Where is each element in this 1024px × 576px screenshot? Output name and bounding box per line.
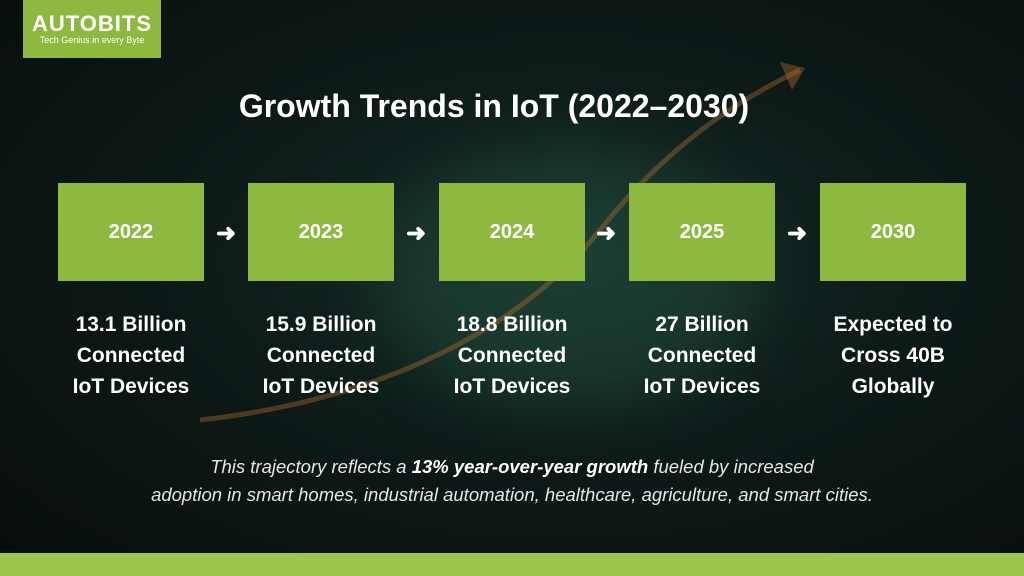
footer-line-2: adoption in smart homes, industrial auto… xyxy=(151,484,873,505)
milestone-2023: 15.9 Billion Connected IoT Devices xyxy=(226,309,416,402)
milestone-2022: 13.1 Billion Connected IoT Devices xyxy=(36,309,226,402)
right-arrow-icon: ➜ xyxy=(595,220,617,247)
desc-line: Connected xyxy=(457,344,567,367)
logo-name: AUTOBITS xyxy=(31,10,153,36)
desc-line: IoT Devices xyxy=(643,375,761,398)
desc-line: Connected xyxy=(76,344,186,367)
desc-line: Connected xyxy=(266,344,376,367)
year-box-2024: 2024 xyxy=(439,183,585,281)
milestone-2025: 27 Billion Connected IoT Devices xyxy=(607,309,797,402)
desc-line: IoT Devices xyxy=(453,375,571,398)
footer-line-1: This trajectory reflects a 13% year-over… xyxy=(0,453,1024,481)
right-arrow-icon: ➜ xyxy=(786,220,808,247)
right-arrow-icon: ➜ xyxy=(405,220,427,247)
milestone-2030: Expected to Cross 40B Globally xyxy=(798,309,988,402)
desc-line: IoT Devices xyxy=(262,375,380,398)
desc-line: 18.8 Billion xyxy=(456,313,568,336)
desc-line: IoT Devices xyxy=(72,375,190,398)
footer-note: This trajectory reflects a 13% year-over… xyxy=(0,453,1024,509)
desc-line: Connected xyxy=(647,344,757,367)
autobits-logo: AUTOBITS Tech Genius in every Byte xyxy=(23,0,161,58)
year-box-2030: 2030 xyxy=(820,183,966,281)
page-title: Growth Trends in IoT (2022–2030) xyxy=(238,88,750,124)
year-box-2025: 2025 xyxy=(629,183,775,281)
desc-line: Globally xyxy=(851,375,935,398)
desc-line: 27 Billion xyxy=(655,313,749,336)
desc-line: Expected to xyxy=(833,313,953,336)
desc-line: 13.1 Billion xyxy=(75,313,187,336)
footer-text: fueled by increased xyxy=(648,456,814,477)
footer-text: This trajectory reflects a xyxy=(210,456,412,477)
milestone-2024: 18.8 Billion Connected IoT Devices xyxy=(417,309,607,402)
logo-tagline: Tech Genius in every Byte xyxy=(39,34,145,45)
desc-line: 15.9 Billion xyxy=(265,313,377,336)
bottom-band xyxy=(0,553,1024,576)
year-box-2022: 2022 xyxy=(58,183,204,281)
right-arrow-icon: ➜ xyxy=(215,220,237,247)
footer-highlight: 13% year-over-year growth xyxy=(411,456,649,477)
year-box-2023: 2023 xyxy=(248,183,394,281)
desc-line: Cross 40B xyxy=(841,344,945,367)
